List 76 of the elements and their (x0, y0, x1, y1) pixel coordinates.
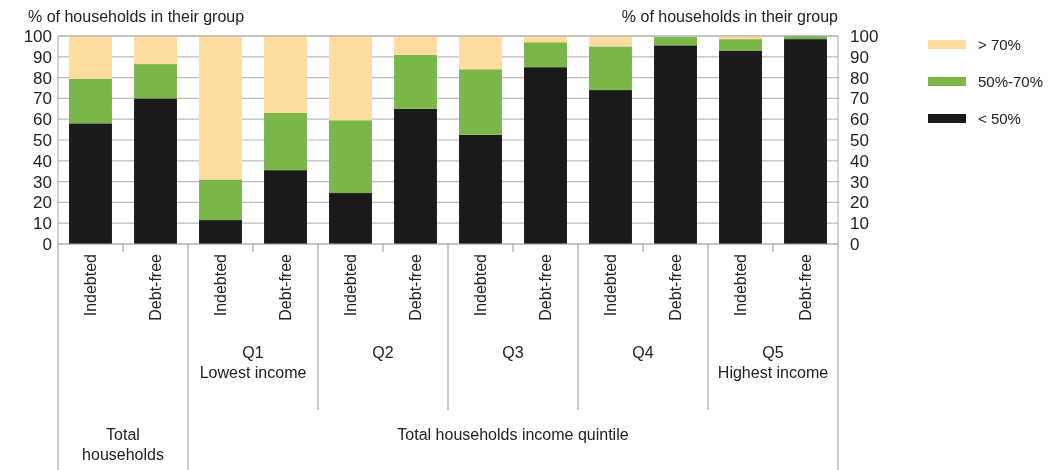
bar (199, 220, 242, 244)
bar (199, 36, 242, 180)
bar (654, 37, 697, 46)
y2-tick-label: 20 (850, 193, 869, 213)
y2-tick-label: 80 (850, 68, 869, 88)
x-tick-label: Debt-free (797, 253, 815, 321)
text: Q3 (502, 344, 524, 361)
text: Q5 Highest income (717, 344, 829, 381)
bar (394, 54, 437, 109)
y2-tick-label: 70 (850, 89, 869, 109)
y-tick-label: 100 (23, 26, 52, 46)
y-tick-label: 30 (33, 172, 52, 192)
y2-tick-label: 0 (850, 234, 860, 254)
x-tick-label: Debt-free (277, 253, 295, 321)
y2-axis-title: % of households in their group (621, 8, 839, 25)
y-tick-label: 40 (33, 151, 52, 171)
x-tick-label: Debt-free (147, 253, 165, 321)
y-tick-label: 90 (33, 47, 52, 67)
text: Q2 (372, 344, 394, 361)
x-tick-label: Indebted (732, 254, 750, 317)
bar (394, 108, 437, 244)
y-axis-title: % of households in their group (28, 8, 245, 25)
bar (524, 67, 567, 244)
bar (589, 90, 632, 244)
x-tick-label: Debt-free (407, 253, 425, 321)
bar (134, 98, 177, 244)
bar (264, 36, 307, 113)
legend-label: > 70% (978, 36, 1021, 54)
text: Q4 (632, 344, 654, 361)
y2-tick-label: 90 (850, 47, 869, 67)
bar (719, 50, 762, 244)
x-tick-label: Indebted (602, 254, 620, 317)
bar (134, 64, 177, 99)
x-tick-label: Indebted (342, 254, 360, 317)
bar (459, 69, 502, 135)
bar (329, 36, 372, 121)
y2-tick-label: 30 (850, 172, 869, 192)
bar (784, 39, 827, 244)
y-tick-label: 70 (33, 89, 52, 109)
bar (69, 78, 112, 124)
text: Total households (82, 426, 164, 463)
bar (199, 179, 242, 221)
x-tick-label: Indebted (82, 254, 100, 317)
bar (264, 170, 307, 244)
bar (329, 120, 372, 194)
y-tick-label: 0 (42, 234, 52, 254)
bar (654, 45, 697, 244)
bar (264, 112, 307, 171)
bar (459, 36, 502, 70)
x-tick-label: Debt-free (667, 253, 685, 321)
bar (134, 36, 177, 65)
bar (719, 39, 762, 51)
bar (524, 42, 567, 68)
text: Q1 Lowest income (199, 344, 307, 381)
bar (69, 123, 112, 244)
bar (459, 134, 502, 244)
y2-tick-label: 50 (850, 130, 869, 150)
y2-tick-label: 100 (850, 26, 879, 46)
y2-tick-label: 10 (850, 214, 869, 234)
y2-tick-label: 60 (850, 110, 869, 130)
bar (394, 36, 437, 55)
bar (589, 46, 632, 91)
text: Total households income quintile (397, 426, 629, 443)
y-tick-label: 60 (33, 110, 52, 130)
x-tick-label: Indebted (472, 254, 490, 317)
y-tick-label: 10 (33, 214, 52, 234)
legend-label: 50%-70% (978, 73, 1044, 91)
y-tick-label: 20 (33, 193, 52, 213)
y2-tick-label: 40 (850, 151, 869, 171)
y-tick-label: 80 (33, 68, 52, 88)
x-tick-label: Debt-free (537, 253, 555, 321)
legend-label: < 50% (978, 110, 1021, 128)
x-tick-label: Indebted (212, 254, 230, 317)
bar (329, 193, 372, 244)
bar (69, 36, 112, 79)
y-tick-label: 50 (33, 130, 52, 150)
